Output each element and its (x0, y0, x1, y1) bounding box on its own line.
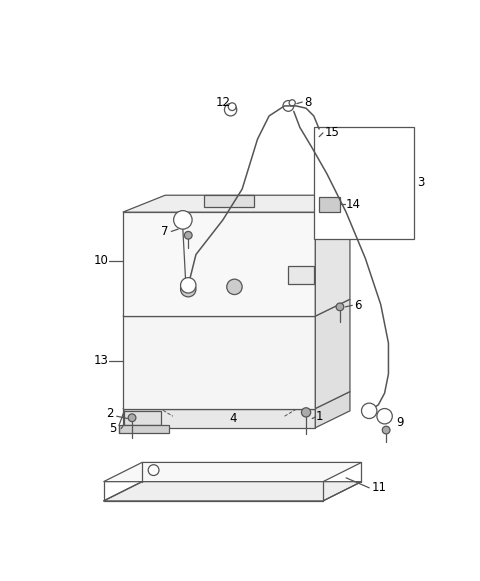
Polygon shape (204, 195, 254, 207)
Polygon shape (180, 292, 196, 299)
Circle shape (361, 403, 377, 418)
Text: 9: 9 (396, 416, 404, 429)
Polygon shape (119, 425, 169, 433)
Circle shape (184, 231, 192, 239)
Circle shape (301, 408, 311, 417)
Polygon shape (123, 299, 350, 316)
Polygon shape (315, 392, 350, 428)
Circle shape (228, 103, 236, 110)
Polygon shape (123, 212, 315, 316)
Text: 11: 11 (372, 481, 386, 494)
Polygon shape (124, 411, 161, 425)
Polygon shape (123, 408, 315, 428)
Circle shape (336, 303, 344, 311)
Polygon shape (123, 195, 350, 212)
Text: 12: 12 (215, 95, 230, 109)
Circle shape (227, 279, 242, 295)
Circle shape (128, 414, 136, 422)
Text: 2: 2 (106, 407, 113, 419)
Circle shape (377, 408, 392, 424)
Polygon shape (319, 197, 340, 212)
Text: 15: 15 (324, 126, 339, 139)
Text: 5: 5 (109, 422, 116, 435)
Circle shape (148, 465, 159, 475)
Text: 14: 14 (346, 198, 361, 211)
Text: 10: 10 (94, 254, 108, 267)
Text: 1: 1 (315, 411, 323, 424)
Polygon shape (227, 289, 242, 297)
Polygon shape (314, 127, 414, 239)
Text: 8: 8 (304, 95, 312, 109)
Text: 3: 3 (417, 177, 424, 189)
Polygon shape (288, 266, 314, 284)
Polygon shape (123, 392, 350, 408)
Circle shape (289, 100, 295, 106)
Polygon shape (315, 195, 350, 316)
Circle shape (225, 103, 237, 116)
Polygon shape (123, 316, 315, 408)
Polygon shape (104, 482, 361, 501)
Circle shape (382, 426, 390, 434)
Text: 13: 13 (94, 354, 108, 367)
Text: 6: 6 (354, 299, 361, 312)
Circle shape (283, 101, 294, 112)
Circle shape (180, 278, 196, 293)
Polygon shape (104, 462, 361, 482)
Text: 4: 4 (229, 412, 237, 425)
Circle shape (180, 281, 196, 297)
Polygon shape (315, 299, 350, 408)
Circle shape (174, 211, 192, 229)
Text: 7: 7 (161, 225, 169, 238)
